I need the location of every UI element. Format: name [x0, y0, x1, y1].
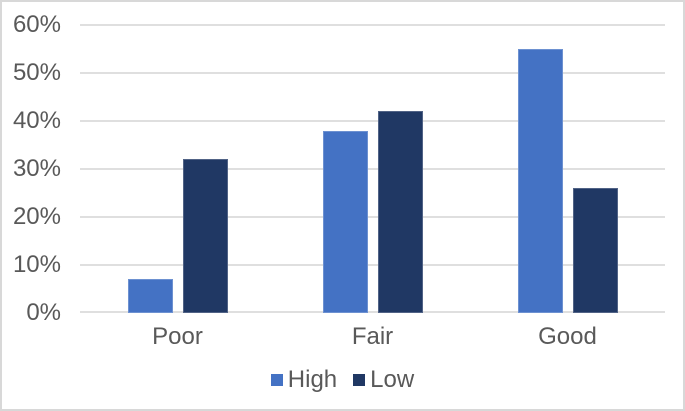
y-tick-label: 60%: [12, 11, 61, 38]
gridline: [80, 24, 665, 26]
bar-low-poor: [182, 159, 228, 313]
bar-high-good: [517, 49, 563, 313]
bar-high-poor: [127, 279, 173, 313]
gridline: [80, 216, 665, 218]
legend-item-low: Low: [353, 366, 414, 394]
y-tick-label: 20%: [12, 203, 61, 230]
y-tick-label: 50%: [12, 59, 61, 86]
legend-marker-low-icon: [353, 374, 366, 386]
x-tick-label: Good: [538, 323, 597, 350]
x-axis: Poor Fair Good: [80, 323, 665, 353]
bar-high-fair: [322, 130, 368, 313]
gridline: [80, 168, 665, 170]
legend-item-high: High: [270, 366, 338, 394]
plot-area: [80, 24, 665, 313]
bar-low-good: [572, 188, 618, 313]
x-tick-label: Poor: [152, 323, 203, 350]
x-tick-label: Fair: [351, 323, 394, 350]
gridline: [80, 120, 665, 122]
y-tick-label: 30%: [12, 155, 61, 182]
x-axis-line: [80, 311, 665, 313]
y-tick-label: 40%: [12, 107, 61, 134]
legend-label: Low: [370, 366, 415, 393]
gridline: [80, 264, 665, 266]
y-tick-label: 10%: [12, 251, 61, 278]
legend-marker-high-icon: [270, 374, 283, 386]
legend: High Low: [2, 365, 683, 395]
bar-low-fair: [377, 111, 423, 313]
gridline: [80, 72, 665, 74]
y-tick-label: 0%: [26, 299, 61, 326]
legend-label: High: [287, 366, 338, 393]
